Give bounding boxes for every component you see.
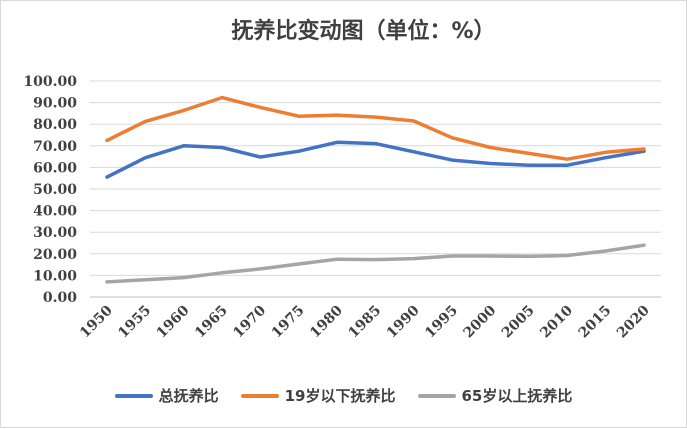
data-point-over65 — [527, 254, 531, 258]
y-tick-label: 40.00 — [33, 204, 77, 220]
data-point-over65 — [297, 262, 301, 266]
chart-title: 抚养比变动图（单位：%） — [231, 19, 496, 44]
y-tick-label: 10.00 — [33, 268, 77, 284]
data-point-under19 — [105, 138, 109, 142]
legend-label-total: 总抚养比 — [158, 387, 219, 405]
data-point-over65 — [565, 254, 569, 258]
data-point-over65 — [450, 254, 454, 258]
data-point-over65 — [258, 267, 262, 271]
x-tick-label: 1975 — [269, 303, 308, 342]
y-tick-label: 20.00 — [33, 247, 77, 263]
data-point-under19 — [258, 105, 262, 109]
y-tick-label: 70.00 — [33, 139, 77, 155]
x-tick-label: 2005 — [499, 303, 538, 342]
data-point-under19 — [604, 150, 608, 154]
data-point-total — [258, 155, 262, 159]
data-point-total — [412, 150, 416, 154]
y-tick-label: 60.00 — [33, 160, 77, 176]
data-point-over65 — [374, 258, 377, 262]
data-point-under19 — [412, 119, 416, 123]
data-point-under19 — [182, 108, 186, 112]
data-point-under19 — [565, 157, 569, 161]
x-tick-label: 1950 — [77, 302, 116, 341]
data-point-over65 — [105, 280, 109, 284]
series-line-over65 — [105, 243, 646, 284]
data-point-total — [105, 175, 109, 179]
x-tick-label: 2000 — [461, 302, 500, 341]
data-point-total — [527, 163, 531, 167]
y-tick-label: 0.00 — [43, 290, 77, 306]
data-point-under19 — [143, 119, 147, 123]
x-tick-label: 1980 — [307, 302, 346, 341]
legend-item-total: 总抚养比 — [114, 385, 219, 406]
data-point-over65 — [642, 243, 646, 247]
y-tick-label: 50.00 — [33, 182, 77, 198]
legend-item-over65: 65岁以上抚养比 — [417, 385, 573, 406]
legend-swatch-total — [114, 393, 153, 398]
x-tick-label: 1990 — [384, 302, 423, 341]
data-point-over65 — [604, 249, 608, 253]
legend: 总抚养比 19岁以下抚养比 65岁以上抚养比 — [1, 385, 686, 406]
data-point-under19 — [489, 146, 493, 150]
data-point-under19 — [527, 151, 531, 155]
x-tick-label: 2015 — [576, 303, 615, 342]
x-tick-label: 1985 — [345, 303, 384, 342]
data-point-over65 — [489, 254, 493, 258]
data-point-total — [604, 156, 608, 160]
data-point-under19 — [297, 114, 301, 118]
x-tick-label: 1960 — [154, 302, 193, 341]
data-point-total — [565, 163, 569, 167]
data-point-over65 — [220, 271, 224, 275]
data-point-under19 — [335, 113, 339, 117]
x-tick-label: 1995 — [422, 303, 461, 342]
legend-label-over65: 65岁以上抚养比 — [461, 387, 573, 405]
y-tick-label: 100.00 — [23, 74, 77, 90]
x-tick-label: 1965 — [192, 303, 231, 342]
x-tick-label: 2010 — [537, 302, 576, 341]
x-tick-label: 1955 — [115, 303, 154, 342]
data-point-under19 — [220, 96, 224, 100]
data-point-over65 — [335, 257, 339, 261]
x-tick-label: 1970 — [230, 302, 269, 341]
y-tick-label: 80.00 — [33, 117, 77, 133]
data-point-total — [335, 140, 339, 144]
data-point-under19 — [374, 115, 377, 119]
data-point-total — [450, 158, 454, 162]
x-tick-label: 2020 — [614, 302, 653, 341]
data-point-total — [220, 146, 224, 150]
legend-label-under19: 19岁以下抚养比 — [284, 387, 396, 405]
data-point-over65 — [412, 257, 416, 261]
data-point-total — [374, 142, 377, 146]
data-point-total — [297, 149, 301, 153]
data-point-under19 — [450, 136, 454, 140]
y-tick-label: 30.00 — [33, 225, 77, 241]
legend-swatch-under19 — [240, 393, 279, 398]
data-point-over65 — [182, 276, 186, 280]
legend-item-under19: 19岁以下抚养比 — [240, 385, 396, 406]
data-point-under19 — [642, 147, 646, 151]
data-point-total — [489, 162, 493, 166]
legend-swatch-over65 — [417, 393, 456, 398]
series-line-under19 — [105, 95, 646, 161]
data-point-over65 — [143, 278, 147, 282]
y-tick-label: 90.00 — [33, 96, 77, 112]
data-point-total — [143, 156, 147, 160]
data-point-total — [182, 144, 186, 148]
